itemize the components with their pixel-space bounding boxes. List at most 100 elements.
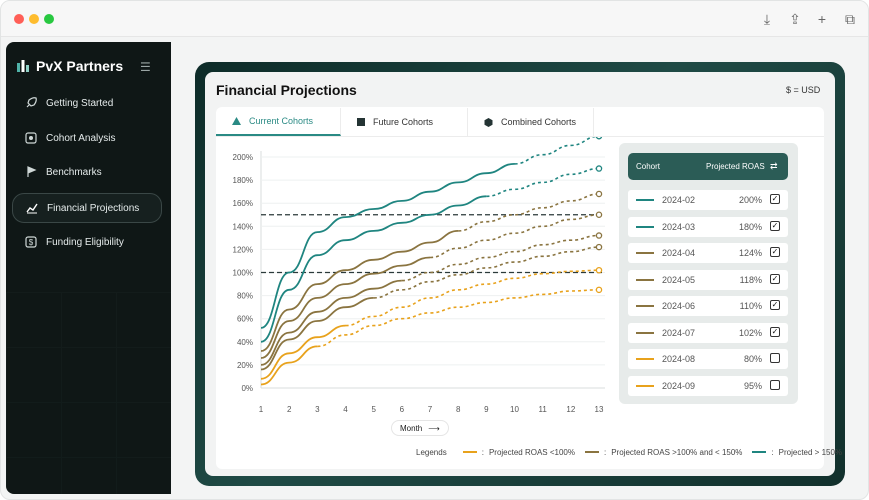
- chart-grid: [260, 151, 605, 389]
- x-axis-title-text: Month: [400, 423, 423, 433]
- sort-icon[interactable]: ⇄: [770, 161, 778, 171]
- series-end-point: [595, 211, 603, 219]
- y-tick-label: 20%: [237, 361, 253, 370]
- x-axis-title[interactable]: Month ⟶: [391, 420, 449, 436]
- sidebar: PvX Partners ☰ Getting Started Cohort An…: [6, 42, 171, 494]
- series-end-point: [595, 266, 603, 274]
- sidebar-item-getting-started[interactable]: Getting Started: [12, 88, 162, 118]
- table-row[interactable]: 2024-05 118% ✓: [628, 269, 788, 290]
- svg-text:$: $: [29, 238, 34, 247]
- x-tick-label: 3: [315, 405, 320, 414]
- table-row[interactable]: 2024-09 95%: [628, 375, 788, 396]
- row-projected-roas: 200%: [738, 195, 762, 205]
- close-window-button[interactable]: [14, 14, 24, 24]
- minimize-window-button[interactable]: [29, 14, 39, 24]
- series-line-projected: [486, 167, 600, 198]
- x-tick-label: 13: [595, 405, 604, 414]
- y-tick-label: 120%: [233, 245, 253, 254]
- table-row[interactable]: 2024-04 124% ✓: [628, 243, 788, 263]
- series-line-projected: [458, 193, 600, 232]
- row-checkbox[interactable]: [770, 379, 780, 390]
- row-checkbox[interactable]: ✓: [770, 220, 780, 231]
- tab-divider: [216, 136, 824, 137]
- series-line-actual: [260, 297, 374, 371]
- sidebar-item-funding-eligibility[interactable]: $ Funding Eligibility: [12, 227, 162, 257]
- series-end-point: [595, 165, 603, 172]
- column-header-projected-roas[interactable]: Projected ROAS: [706, 162, 765, 171]
- row-projected-roas: 118%: [739, 274, 762, 285]
- x-tick-label: 4: [343, 405, 348, 414]
- legend-label: Projected ROAS <100%: [488, 447, 575, 457]
- sidebar-background-pattern: [6, 292, 171, 494]
- y-tick-label: 0%: [241, 384, 253, 393]
- x-tick-label: 8: [456, 405, 461, 414]
- row-projected-roas: 95%: [743, 380, 762, 391]
- series-line-projected: [514, 137, 600, 165]
- sidebar-item-cohort-analysis[interactable]: Cohort Analysis: [12, 123, 162, 153]
- x-tick-label: 12: [566, 405, 575, 414]
- row-color-swatch: [636, 225, 654, 228]
- collapse-sidebar-icon[interactable]: ☰: [140, 60, 151, 74]
- row-cohort: 2024-08: [662, 354, 696, 364]
- series-line-projected: [317, 289, 600, 348]
- tab-future-cohorts[interactable]: Future Cohorts: [341, 108, 468, 136]
- dollar-icon: $: [24, 235, 38, 249]
- tabs-overview-icon[interactable]: ⧉: [845, 11, 855, 27]
- row-checkbox[interactable]: ✓: [770, 194, 780, 204]
- table-row[interactable]: 2024-02 200% ✓: [628, 190, 788, 210]
- legend-swatch: [462, 451, 477, 453]
- tab-current-cohorts[interactable]: Current Cohorts: [216, 108, 341, 136]
- y-tick-label: 140%: [233, 222, 253, 231]
- share-icon[interactable]: ⇪: [789, 11, 801, 27]
- row-color-swatch: [636, 252, 654, 254]
- row-checkbox[interactable]: ✓: [770, 247, 780, 257]
- maximize-window-button[interactable]: [44, 14, 54, 24]
- tab-combined-cohorts[interactable]: Combined Cohorts: [468, 108, 594, 136]
- sidebar-item-financial-projections[interactable]: Financial Projections: [12, 193, 162, 223]
- x-tick-label: 5: [371, 405, 376, 414]
- chart-legend: Legends : Projected ROAS <100% : Project…: [416, 446, 842, 458]
- row-checkbox[interactable]: ✓: [770, 273, 780, 284]
- chart-series: [260, 137, 603, 386]
- download-icon[interactable]: ⤓: [763, 11, 771, 27]
- legend-title: Legends: [416, 447, 447, 457]
- tab-label: Combined Cohorts: [501, 117, 577, 127]
- column-header-cohort[interactable]: Cohort: [636, 162, 661, 171]
- chart-line-icon: [25, 201, 39, 215]
- cohort-table-header: Cohort Projected ROAS ⇄: [628, 153, 788, 180]
- row-cohort: 2024-06: [662, 301, 696, 311]
- series-line-actual: [260, 163, 515, 329]
- table-row[interactable]: 2024-06 110% ✓: [628, 296, 788, 316]
- series-line-actual: [260, 230, 459, 352]
- row-projected-roas: 80%: [743, 354, 762, 364]
- y-tick-label: 200%: [233, 153, 253, 162]
- tab-label: Current Cohorts: [249, 116, 314, 126]
- row-checkbox[interactable]: ✓: [770, 300, 780, 310]
- sidebar-item-label: Financial Projections: [47, 202, 140, 214]
- tab-label: Future Cohorts: [373, 117, 434, 127]
- cohort-icon: [24, 131, 38, 145]
- series-line-projected: [345, 269, 600, 327]
- legend-item: : Projected ROAS <100%: [462, 447, 575, 457]
- y-tick-label: 180%: [233, 176, 253, 185]
- row-cohort: 2024-09: [662, 380, 696, 391]
- series-line-actual: [260, 195, 487, 343]
- series-end-point: [595, 243, 603, 251]
- series-end-point: [595, 190, 603, 198]
- series-line-actual: [260, 324, 346, 380]
- new-tab-icon[interactable]: +: [817, 11, 827, 27]
- pvx-logo-icon: [17, 60, 29, 72]
- legend-swatch: [584, 451, 599, 453]
- row-projected-roas: 124%: [738, 248, 762, 258]
- table-row[interactable]: 2024-08 80%: [628, 349, 788, 369]
- x-tick-label: 9: [484, 405, 489, 414]
- row-checkbox[interactable]: ✓: [770, 326, 780, 337]
- row-color-swatch: [636, 358, 654, 360]
- sidebar-item-benchmarks[interactable]: Benchmarks: [12, 157, 162, 187]
- brand-logo[interactable]: PvX Partners: [16, 56, 123, 76]
- row-cohort: 2024-02: [662, 195, 696, 205]
- arrow-right-icon: ⟶: [428, 423, 440, 433]
- row-checkbox[interactable]: [770, 353, 780, 363]
- table-row[interactable]: 2024-03 180% ✓: [628, 216, 788, 237]
- table-row[interactable]: 2024-07 102% ✓: [628, 322, 788, 343]
